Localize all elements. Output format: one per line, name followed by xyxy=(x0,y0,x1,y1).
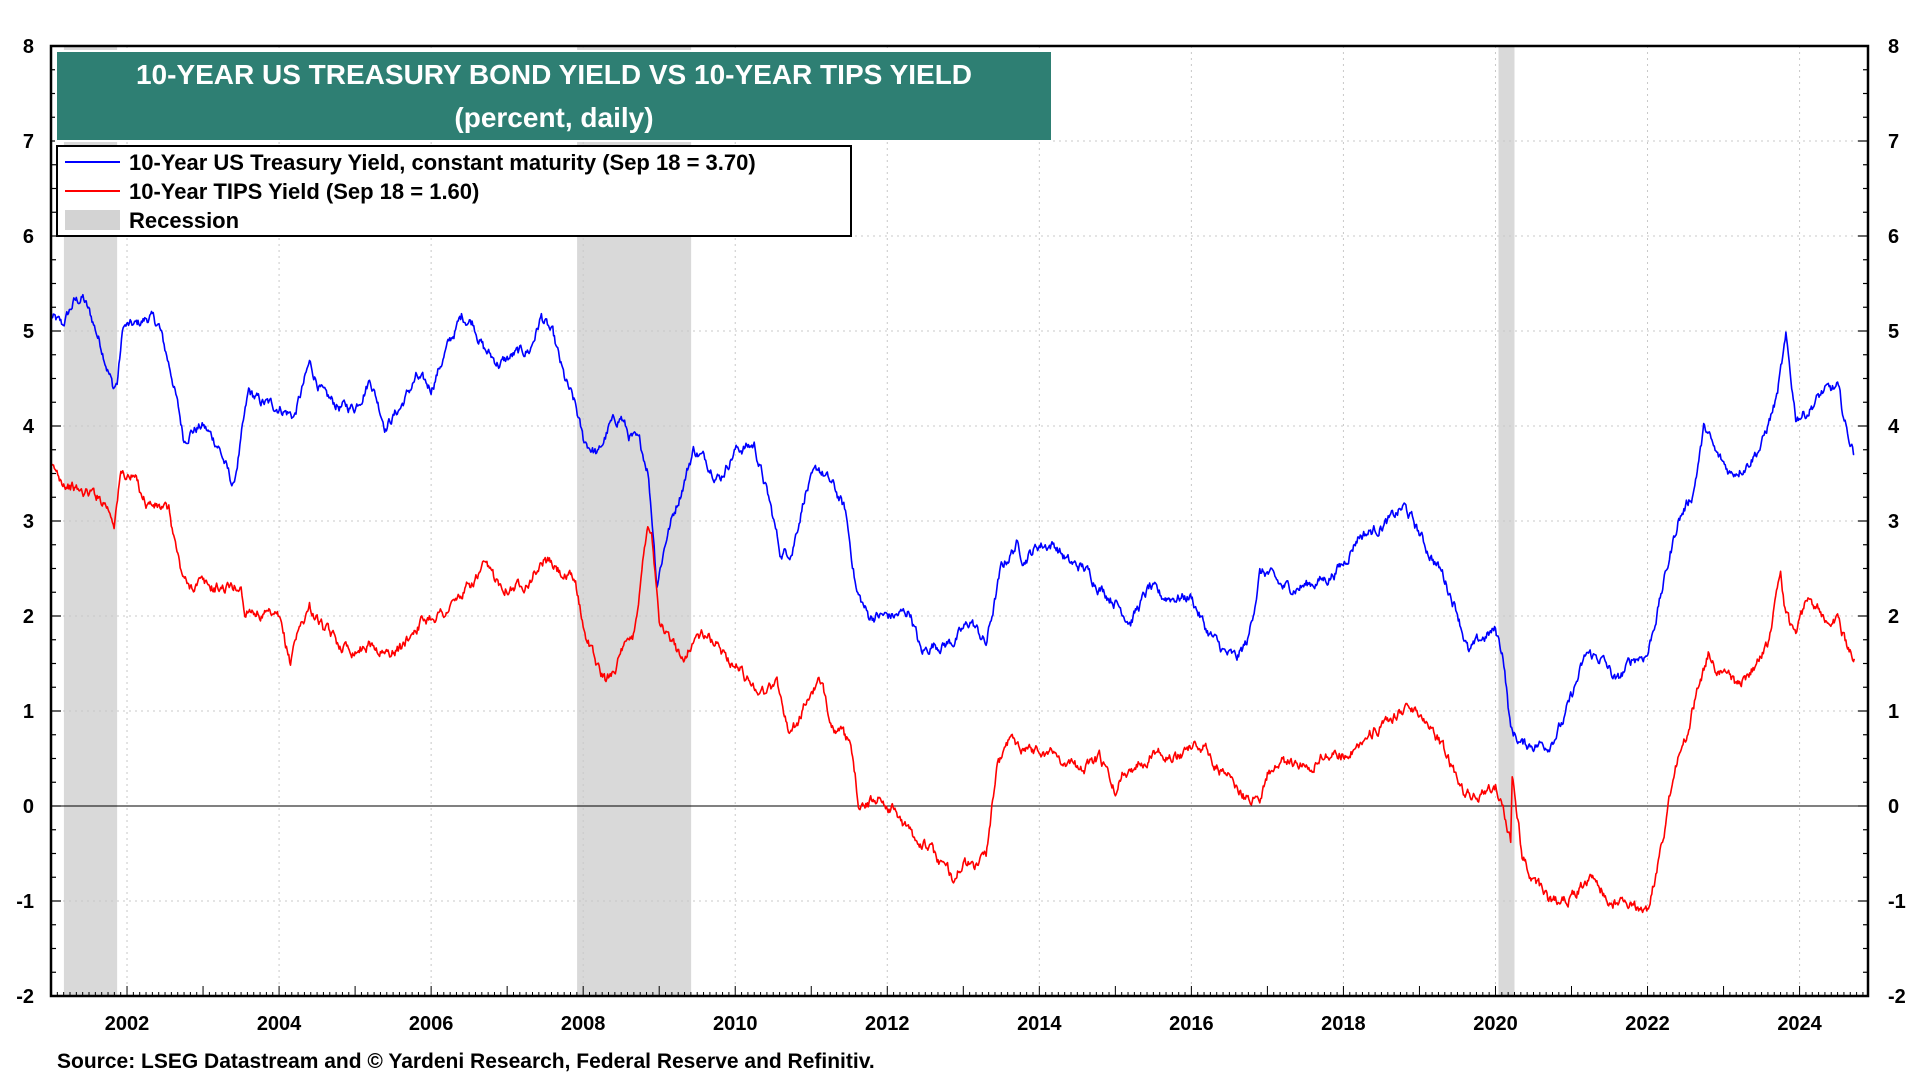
y-tick-label-left: 1 xyxy=(23,701,34,723)
x-tick-label: 2012 xyxy=(865,1013,910,1035)
y-tick-label-right: 8 xyxy=(1888,36,1899,58)
chart-subtitle: (percent, daily) xyxy=(454,102,653,133)
x-axis-labels: 2002 2004 2006 2008 2010 2012 2014 2016 2018 2020… xyxy=(105,1013,1823,1035)
axis-ticks xyxy=(50,45,1868,997)
chart-title: 10-YEAR US TREASURY BOND YIELD VS 10-YEA… xyxy=(136,59,972,90)
legend: 10-Year US Treasury Yield, constant matu… xyxy=(56,145,852,237)
y-tick-label-right: 2 xyxy=(1888,606,1899,628)
legend-frame xyxy=(56,145,852,237)
x-tick-label: 2018 xyxy=(1321,1013,1366,1035)
y-tick-label-left: 7 xyxy=(23,131,34,153)
y-tick-label-left: -2 xyxy=(16,986,34,1008)
y-tick-label-left: 5 xyxy=(23,321,34,343)
y-axis-right-labels: -2 -1 0 1 2 3 4 5 6 7 8 xyxy=(1888,36,1906,1008)
source-note: Source: LSEG Datastream and © Yardeni Re… xyxy=(57,1050,875,1073)
x-tick-label: 2014 xyxy=(1017,1013,1062,1035)
y-tick-label-right: 7 xyxy=(1888,131,1899,153)
y-tick-label-right: 6 xyxy=(1888,226,1899,248)
y-tick-label-left: 4 xyxy=(23,416,35,438)
title-box: 10-YEAR US TREASURY BOND YIELD VS 10-YEA… xyxy=(55,50,1053,142)
y-tick-label-right: -1 xyxy=(1888,891,1906,913)
y-tick-label-left: 8 xyxy=(23,36,34,58)
y-tick-label-right: 1 xyxy=(1888,701,1899,723)
x-tick-label: 2020 xyxy=(1473,1013,1518,1035)
legend-label: 10-Year TIPS Yield (Sep 18 = 1.60) xyxy=(129,179,479,204)
recession-band-3 xyxy=(1498,46,1515,996)
x-tick-label: 2024 xyxy=(1777,1013,1822,1035)
y-tick-label-left: -1 xyxy=(16,891,34,913)
y-tick-label-left: 2 xyxy=(23,606,34,628)
y-tick-label-right: 0 xyxy=(1888,796,1899,818)
treasury-yield-line xyxy=(50,293,1855,753)
y-tick-label-left: 0 xyxy=(23,796,34,818)
y-tick-label-right: 5 xyxy=(1888,321,1899,343)
x-tick-label: 2016 xyxy=(1169,1013,1214,1035)
y-tick-label-right: 3 xyxy=(1888,511,1899,533)
x-tick-label: 2010 xyxy=(713,1013,758,1035)
x-tick-label: 2004 xyxy=(257,1013,302,1035)
legend-label: 10-Year US Treasury Yield, constant matu… xyxy=(129,150,756,175)
series-lines xyxy=(50,293,1856,914)
gridlines xyxy=(51,46,1868,996)
y-axis-left-labels: -2 -1 0 1 2 3 4 5 6 7 8 xyxy=(16,36,35,1008)
legend-swatch-recession xyxy=(65,210,120,230)
tips-yield-line xyxy=(50,463,1856,914)
y-tick-label-left: 3 xyxy=(23,511,34,533)
y-tick-label-right: -2 xyxy=(1888,986,1906,1008)
y-tick-label-left: 6 xyxy=(23,226,34,248)
x-tick-label: 2006 xyxy=(409,1013,454,1035)
y-tick-label-right: 4 xyxy=(1888,416,1900,438)
x-tick-label: 2022 xyxy=(1625,1013,1670,1035)
legend-label: Recession xyxy=(129,208,239,233)
x-tick-label: 2008 xyxy=(561,1013,606,1035)
x-tick-label: 2002 xyxy=(105,1013,150,1035)
